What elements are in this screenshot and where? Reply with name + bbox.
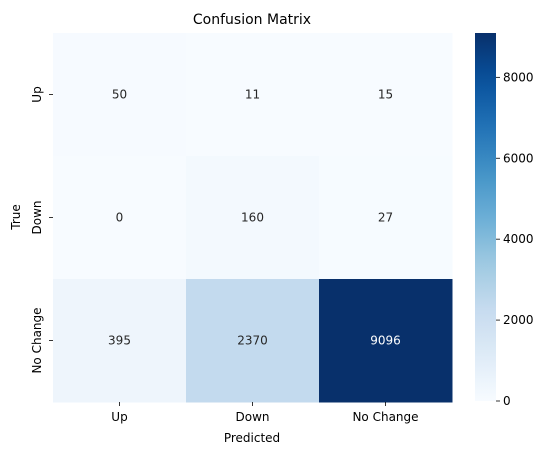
y-tick-label: Up [30,86,44,102]
heatmap-cell [319,156,453,280]
y-axis: Up Down No Change [30,86,53,374]
colorbar-tick-label: 0 [503,394,511,408]
heatmap-cell [53,279,187,403]
x-tick-label: Up [111,410,127,424]
cell-value-label: 11 [245,88,260,102]
heatmap-cell [186,279,320,403]
cell-value-label: 15 [378,88,393,102]
x-axis-label: Predicted [224,431,280,445]
heatmap-cell [186,156,320,280]
heatmap-cells [53,33,453,403]
heatmap-cell [319,279,453,403]
colorbar-tick-label: 6000 [503,151,534,165]
y-tick-label: Down [30,200,44,234]
cell-value-label: 9096 [370,334,401,348]
heatmap-cell [53,33,187,157]
colorbar-ticks: 0 2000 4000 6000 8000 [496,70,534,408]
heatmap-cell [186,33,320,157]
cell-value-label: 27 [378,211,393,225]
x-tick-label: Down [235,410,269,424]
y-axis-label: True [9,204,23,231]
cell-value-label: 0 [116,211,124,225]
heatmap-cell [53,156,187,280]
cell-value-label: 50 [112,88,127,102]
y-tick-label: No Change [30,307,44,373]
cell-value-label: 395 [108,334,131,348]
x-tick-label: No Change [352,410,418,424]
cell-value-label: 2370 [237,334,268,348]
heatmap-cell [319,33,453,157]
cell-value-label: 160 [241,211,264,225]
heatmap-cell-labels: 50 11 15 0 160 27 395 2370 9096 [108,88,401,348]
colorbar-tick-label: 4000 [503,232,534,246]
colorbar [475,33,496,401]
chart-title: Confusion Matrix [193,12,311,28]
x-axis: Up Down No Change [111,402,419,424]
colorbar-tick-label: 2000 [503,313,534,327]
colorbar-tick-label: 8000 [503,70,534,84]
